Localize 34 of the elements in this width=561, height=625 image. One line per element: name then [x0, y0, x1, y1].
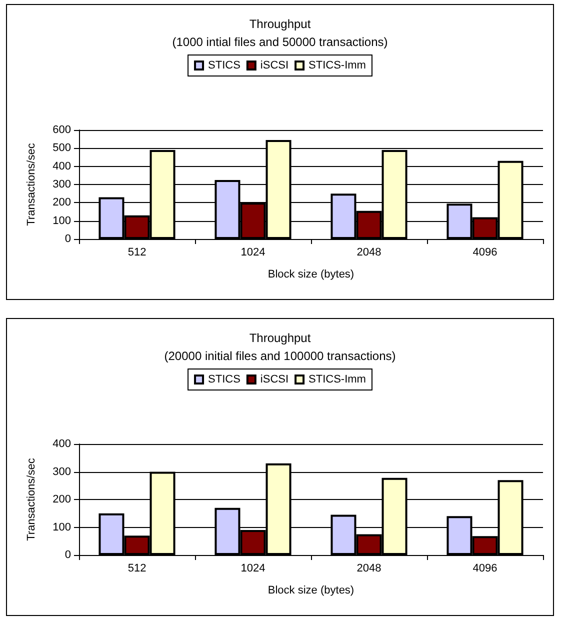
x-tick-label: 512	[128, 246, 146, 258]
y-tick-label: 0	[64, 549, 71, 561]
x-tick-label: 2048	[356, 246, 382, 258]
x-tick-label: 4096	[472, 246, 498, 258]
chart-subtitle: (1000 intial files and 50000 transactions)	[172, 35, 388, 49]
x-tick-label: 1024	[240, 562, 266, 574]
x-tick-label: 2048	[356, 562, 382, 574]
legend-label: STICS-Imm	[308, 60, 366, 72]
legend-label: STICS	[208, 60, 240, 72]
legend-label: iSCSI	[260, 374, 289, 386]
chart-title: Throughput	[249, 17, 312, 31]
y-tick-label: 0	[64, 233, 71, 245]
y-tick-label: 400	[52, 438, 71, 450]
y-axis-title: Transactions/sec	[26, 458, 38, 541]
chart-subtitle: (20000 initial files and 100000 transactions)	[164, 349, 396, 363]
y-axis-title: Transactions/sec	[26, 142, 38, 226]
chart-title: Throughput	[249, 331, 312, 345]
y-tick-label: 100	[52, 521, 71, 534]
x-tick-label: 1024	[240, 246, 266, 258]
legend-label: iSCSI	[260, 60, 289, 72]
legend-label: STICS-Imm	[308, 374, 366, 386]
y-tick-label: 600	[52, 124, 71, 136]
x-axis-title: Block size (bytes)	[268, 268, 354, 280]
x-tick-label: 4096	[472, 562, 498, 574]
y-tick-label: 200	[52, 494, 71, 506]
y-tick-label: 500	[52, 142, 71, 154]
legend-label: STICS	[208, 374, 240, 386]
y-tick-label: 400	[52, 160, 71, 172]
y-tick-label: 300	[52, 466, 71, 478]
y-tick-label: 200	[52, 196, 71, 209]
x-axis-title: Block size (bytes)	[268, 584, 354, 596]
y-tick-label: 300	[52, 178, 71, 190]
x-tick-label: 512	[128, 562, 146, 574]
y-tick-label: 100	[52, 214, 71, 227]
